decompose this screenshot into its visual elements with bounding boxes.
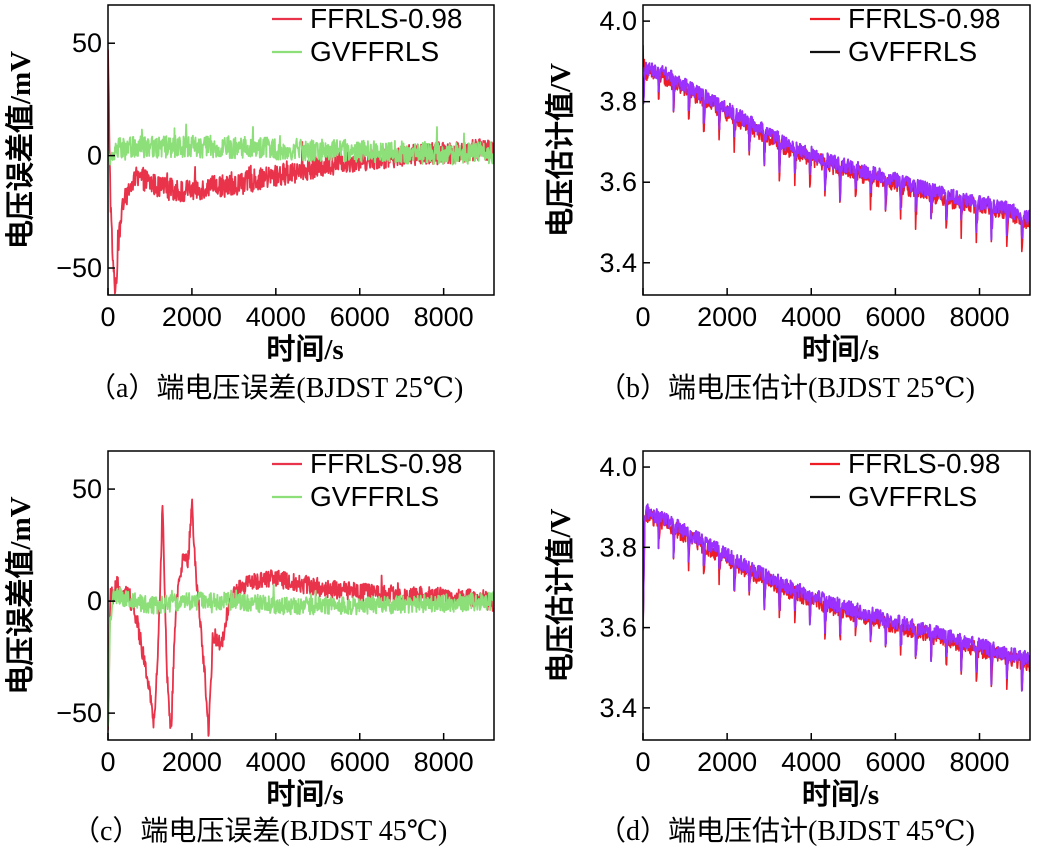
series-overlap-line <box>643 61 1030 241</box>
panel-c: 0 2000 4000 6000 8000 50 0 −50 时间/s 电压误差值/mV FFRLS… <box>4 448 495 847</box>
x-tick-label: 0 <box>100 747 115 777</box>
y-tick-label: 0 <box>87 141 102 171</box>
axes-frame <box>107 4 495 296</box>
x-tick-label: 2000 <box>697 302 757 332</box>
panel-b: 0 2000 4000 6000 8000 4.0 3.8 3.6 3.4 时间/s 电压估计值/V… <box>544 3 1031 404</box>
legend-entry: FFRLS-0.98 <box>848 3 1001 34</box>
axes-frame <box>642 450 1031 741</box>
x-tick-label: 2000 <box>697 747 757 777</box>
legend-entry: GVFFRLS <box>310 481 439 512</box>
series-line-ffrls-0-98 <box>643 45 1030 253</box>
x-tick-label: 0 <box>635 302 650 332</box>
x-axis-label: 时间/s <box>802 333 879 366</box>
y-tick-label: 50 <box>72 28 102 58</box>
plot-area <box>643 503 1030 692</box>
x-tick-label: 2000 <box>162 302 222 332</box>
y-tick-label: 3.8 <box>599 532 637 562</box>
legend-entry: FFRLS-0.98 <box>310 448 463 479</box>
y-axis-label: 电压估计值/V <box>544 508 577 682</box>
legend-entry: FFRLS-0.98 <box>848 448 1001 479</box>
series-overlap-line <box>643 503 1030 692</box>
y-tick-label: 3.6 <box>599 167 637 197</box>
x-axis-label: 时间/s <box>802 778 879 811</box>
legend-entry: GVFFRLS <box>848 36 977 67</box>
panel-caption: （d）端电压估计(BJDST 45℃) <box>598 815 975 847</box>
x-tick-label: 4000 <box>246 747 306 777</box>
x-tick-label: 6000 <box>330 747 390 777</box>
plot-area <box>643 45 1030 253</box>
y-tick-label: 3.6 <box>599 613 637 643</box>
axes-frame <box>642 4 1031 296</box>
y-tick-label: −50 <box>56 253 102 283</box>
x-tick-label: 8000 <box>414 747 474 777</box>
x-tick-label: 4000 <box>246 302 306 332</box>
x-tick-label: 0 <box>635 747 650 777</box>
series-line-ffrls-0-98 <box>108 498 494 737</box>
series-line-ffrls-0-98 <box>108 49 494 295</box>
y-tick-label: 50 <box>72 474 102 504</box>
panel-a: 0 2000 4000 6000 8000 50 0 −50 时间/s 电压误差值/mV FFRLS… <box>4 3 495 404</box>
panel-caption: （a）端电压误差(BJDST 25℃) <box>88 372 463 404</box>
x-tick-label: 4000 <box>781 302 841 332</box>
legend-entry: FFRLS-0.98 <box>310 3 463 34</box>
x-tick-label: 8000 <box>949 747 1009 777</box>
y-tick-label: 3.8 <box>599 87 637 117</box>
series-line-gvffrls <box>108 123 494 166</box>
y-axis-label: 电压估计值/V <box>544 63 577 237</box>
x-tick-label: 6000 <box>865 747 925 777</box>
panel-caption: （b）端电压估计(BJDST 25℃) <box>598 372 975 404</box>
legend-entry: GVFFRLS <box>848 481 977 512</box>
y-tick-label: 0 <box>87 586 102 616</box>
y-tick-label: 4.0 <box>599 6 637 36</box>
plot-area <box>108 49 494 295</box>
x-tick-label: 8000 <box>414 302 474 332</box>
panel-caption: （c）端电压误差(BJDST 45℃) <box>72 815 447 847</box>
legend-entry: GVFFRLS <box>310 36 439 67</box>
y-tick-label: −50 <box>56 698 102 728</box>
y-axis-label: 电压误差值/mV <box>4 51 37 249</box>
x-tick-label: 6000 <box>330 302 390 332</box>
x-axis-label: 时间/s <box>266 333 343 366</box>
y-tick-label: 4.0 <box>599 452 637 482</box>
x-axis-label: 时间/s <box>266 778 343 811</box>
panel-d: 0 2000 4000 6000 8000 4.0 3.8 3.6 3.4 时间/s 电压估计值/V… <box>544 448 1031 847</box>
x-tick-label: 4000 <box>781 747 841 777</box>
x-tick-label: 0 <box>100 302 115 332</box>
series-line-gvffrls <box>108 583 494 727</box>
y-axis-label: 电压误差值/mV <box>4 496 37 694</box>
x-tick-label: 2000 <box>162 747 222 777</box>
axes-frame <box>107 450 495 741</box>
y-tick-label: 3.4 <box>599 693 637 723</box>
y-tick-label: 3.4 <box>599 248 637 278</box>
plot-area <box>108 498 494 737</box>
x-tick-label: 8000 <box>949 302 1009 332</box>
x-tick-label: 6000 <box>865 302 925 332</box>
